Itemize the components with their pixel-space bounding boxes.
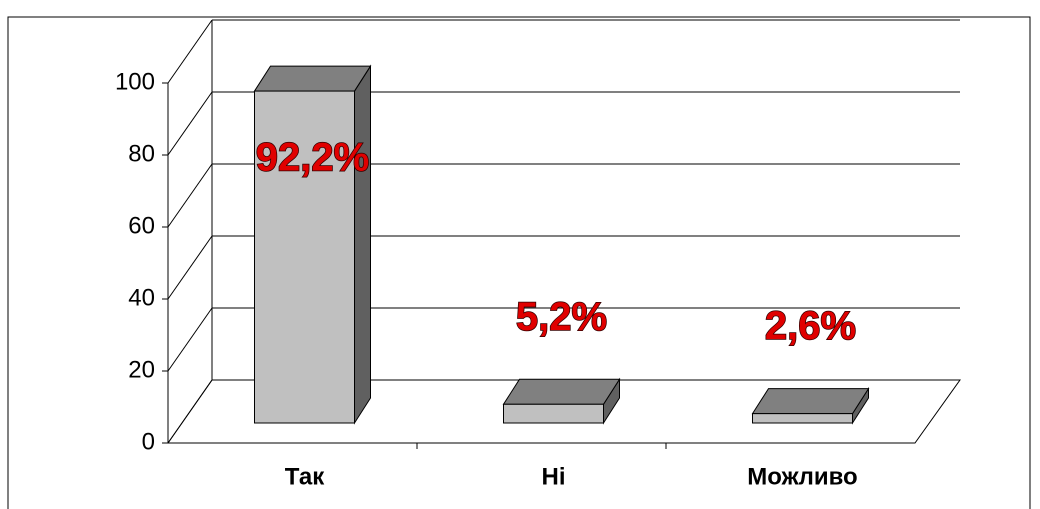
y-tick-label: 60 xyxy=(128,212,155,239)
bar-top xyxy=(502,378,621,405)
grid-diagonal xyxy=(167,235,213,300)
x-tick-label: Так xyxy=(285,463,325,490)
value-label: 92,2% xyxy=(256,136,369,180)
bar xyxy=(503,403,604,424)
y-tick-label: 40 xyxy=(128,284,155,311)
y-tick-label: 20 xyxy=(128,356,155,383)
value-label: 2,6% xyxy=(765,304,856,348)
grid-diagonal xyxy=(167,307,213,372)
value-label: 5,2% xyxy=(516,295,607,339)
bar-top xyxy=(253,65,372,92)
bar xyxy=(254,90,355,424)
x-tick-label: Ні xyxy=(542,463,566,490)
bar xyxy=(752,413,853,424)
y-tick-label: 100 xyxy=(115,68,155,95)
bar-side xyxy=(354,64,371,425)
grid-diagonal xyxy=(167,163,213,228)
x-tick-label: Можливо xyxy=(747,463,857,490)
grid-diagonal xyxy=(167,19,213,84)
y-tick-label: 0 xyxy=(142,428,155,455)
bar-top xyxy=(751,388,870,415)
grid-diagonal xyxy=(167,91,213,156)
chart-frame xyxy=(7,16,1031,509)
grid-diagonal xyxy=(167,379,213,444)
y-tick-label: 80 xyxy=(128,140,155,167)
